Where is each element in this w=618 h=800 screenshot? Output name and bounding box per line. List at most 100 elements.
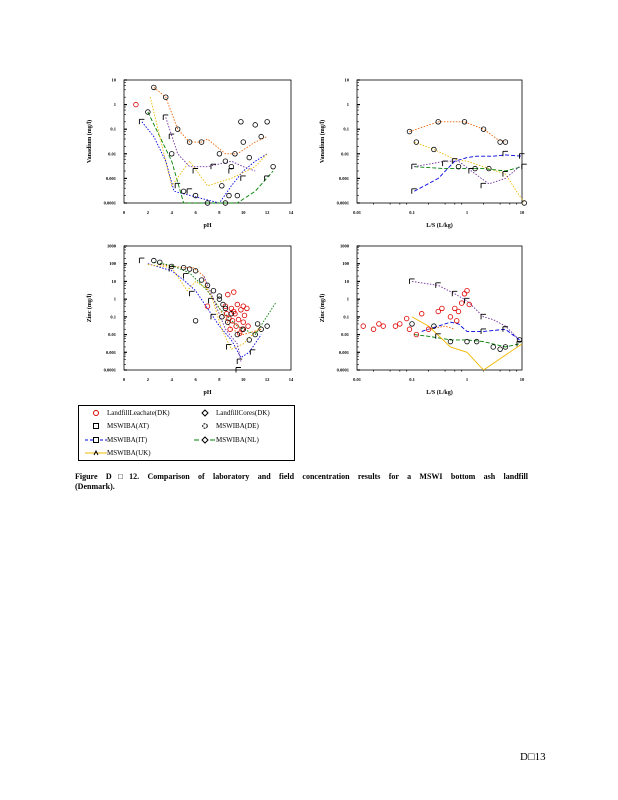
data-point — [490, 344, 496, 350]
y-tick-label: 0.0001 — [104, 368, 117, 373]
data-point — [198, 139, 205, 145]
x-tick-label: 10 — [520, 210, 525, 215]
x-tick-label: 0.1 — [409, 210, 415, 215]
data-point — [219, 183, 225, 189]
data-point — [264, 119, 270, 125]
data-point — [157, 259, 163, 266]
legend-label: MSWIBA(NL) — [216, 436, 259, 444]
series-mswiba-nl- — [153, 261, 276, 336]
x-tick-label: 0 — [123, 210, 126, 215]
data-point — [455, 163, 462, 170]
data-point — [270, 163, 276, 170]
figure-caption: Figure D□12. Comparison of laboratory an… — [75, 472, 528, 481]
y-tick-label: 1 — [114, 297, 117, 302]
legend-label: MSWIBA(DE) — [216, 422, 259, 430]
y-tick-label: 10 — [345, 78, 350, 83]
data-point — [234, 301, 241, 308]
y-tick-label: 1000 — [340, 244, 350, 249]
legend-item-mswiba-it: MSWIBA(IT) — [85, 435, 147, 445]
legend-item-mswiba-de: MSWIBA(DE) — [194, 421, 259, 431]
x-axis-title: L/S (L/kg) — [426, 389, 453, 396]
data-point — [472, 165, 478, 172]
x-tick-label: 14 — [289, 210, 294, 215]
data-point — [210, 287, 217, 294]
data-point — [216, 296, 223, 302]
y-axis-title: Vanadium (mg/l) — [319, 120, 326, 163]
y-tick-label: 10 — [345, 279, 350, 284]
data-point — [235, 316, 242, 323]
legend-item-mswiba-at: MSWIBA(AT) — [85, 421, 149, 431]
data-point — [264, 175, 270, 181]
data-point — [241, 312, 248, 319]
legend-label: MSWIBA(IT) — [107, 436, 148, 444]
data-point — [442, 160, 448, 167]
data-point — [235, 367, 242, 373]
data-point — [240, 326, 246, 332]
data-point — [240, 139, 246, 145]
x-tick-label: 10 — [241, 210, 246, 215]
data-point — [425, 326, 432, 332]
data-point — [435, 282, 441, 288]
x-tick-label: 2 — [147, 210, 150, 215]
data-point — [360, 323, 366, 329]
data-point — [204, 282, 211, 289]
data-point — [216, 151, 223, 157]
x-axis-title: pH — [203, 390, 211, 396]
x-tick-label: 4 — [171, 377, 174, 382]
y-tick-label: 0.001 — [339, 176, 350, 181]
data-point — [240, 319, 246, 325]
data-point — [464, 338, 470, 345]
series-mswiba-de-lab — [153, 87, 268, 155]
data-point — [174, 126, 181, 132]
y-tick-label: 0.001 — [106, 176, 117, 181]
y-tick-label: 100 — [342, 261, 350, 266]
data-point — [435, 119, 441, 125]
data-point — [226, 192, 232, 199]
y-tick-label: 0.1 — [110, 314, 116, 319]
red-circle-marker-icon — [85, 408, 107, 418]
y-tick-label: 0.01 — [108, 332, 117, 337]
data-point — [406, 326, 413, 332]
series-line — [411, 316, 523, 371]
data-point — [418, 311, 425, 317]
x-tick-label: 10 — [520, 377, 525, 382]
series-mswiba-at- — [138, 114, 270, 194]
data-point — [370, 326, 377, 332]
data-point — [204, 303, 211, 309]
series-mswiba-it- — [421, 321, 520, 341]
y-tick-label: 0.0001 — [337, 368, 350, 373]
legend-item-landfill-cores: LandfillCores(DK) — [194, 408, 270, 418]
y-tick-label: 10 — [112, 78, 117, 83]
data-point — [229, 318, 236, 324]
data-point — [258, 326, 264, 332]
data-point — [480, 313, 487, 320]
series-line — [414, 141, 525, 204]
data-point — [186, 266, 193, 272]
plot-area-frame — [123, 245, 292, 371]
series-line — [421, 321, 520, 341]
data-point — [521, 163, 527, 170]
data-point — [145, 109, 151, 115]
y-tick-label: 0.001 — [106, 350, 117, 355]
series-line — [159, 264, 262, 336]
series-mswiba-nl- — [414, 166, 523, 172]
data-point — [451, 290, 458, 297]
y-axis-title: Zinc (mg/l) — [86, 294, 93, 323]
data-point — [413, 139, 420, 145]
data-point — [231, 289, 237, 295]
data-point — [138, 118, 145, 125]
series-line — [414, 160, 520, 185]
chart-3: 1000 100 10 1 0.1 0.01 0.001 0.0001 0 2 4 6 8 10 12 14 p… — [86, 244, 294, 397]
data-point — [162, 114, 169, 120]
data-point — [238, 119, 244, 125]
data-point — [192, 268, 199, 274]
data-point — [234, 192, 241, 199]
series-mswiba-it- — [141, 121, 268, 204]
series-line — [414, 166, 523, 172]
data-point — [392, 323, 399, 329]
data-point — [222, 158, 229, 164]
plot-area-frame — [123, 79, 292, 204]
x-tick-label: 8 — [218, 210, 221, 215]
